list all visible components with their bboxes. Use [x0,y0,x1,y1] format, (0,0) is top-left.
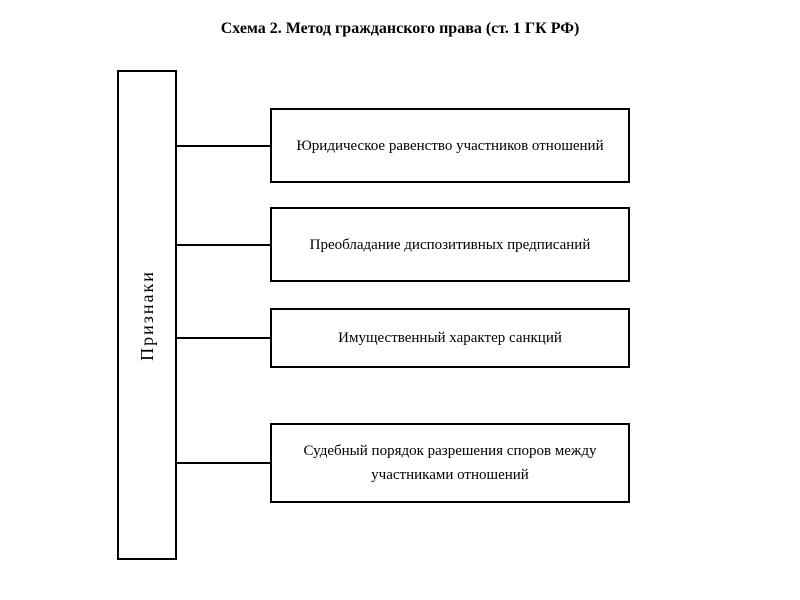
connector-2 [177,337,270,339]
item-box-2: Имущественный характер санкций [270,308,630,368]
diagram-title: Схема 2. Метод гражданского права (ст. 1… [0,20,800,38]
item-text-2: Имущественный характер санкций [338,326,562,350]
connector-1 [177,244,270,246]
item-text-0: Юридическое равенство участников отношен… [296,134,603,158]
item-text-1: Преобладание диспозитивных предписаний [310,233,591,257]
connector-0 [177,145,270,147]
root-label: Признаки [137,270,158,361]
item-box-0: Юридическое равенство участников отношен… [270,108,630,183]
root-box: Признаки [117,70,177,560]
item-box-1: Преобладание диспозитивных предписаний [270,207,630,282]
item-text-3: Судебный порядок разрешения споров между… [292,439,608,487]
connector-3 [177,462,270,464]
item-box-3: Судебный порядок разрешения споров между… [270,423,630,503]
